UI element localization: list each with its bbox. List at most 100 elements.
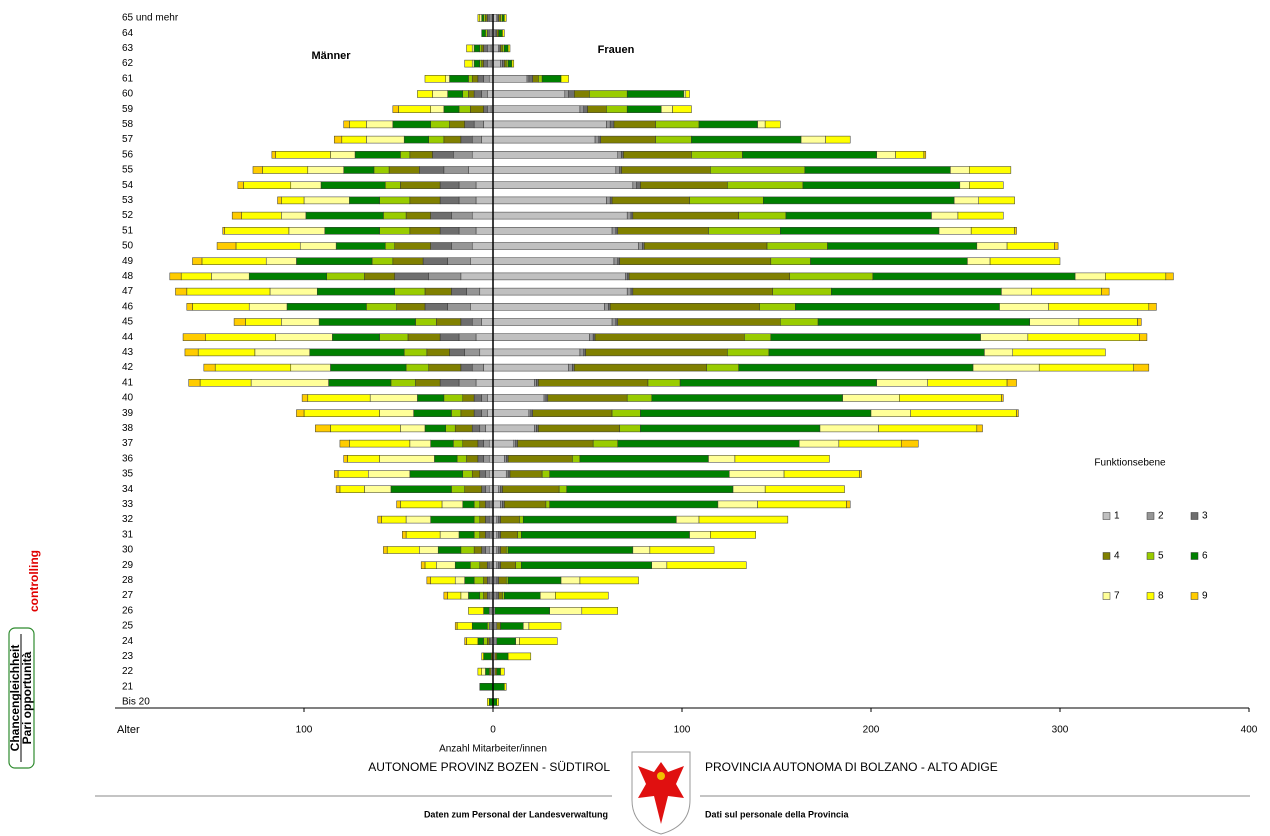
bar-segment	[838, 439, 902, 448]
bar-segment	[496, 637, 516, 645]
bar-segment	[1006, 242, 1055, 250]
bar-segment	[432, 90, 448, 98]
bar-segment	[483, 14, 486, 22]
bar-segment	[197, 348, 256, 357]
bar-segment	[742, 151, 877, 159]
bar-segment	[536, 379, 539, 387]
bar-segment	[859, 470, 862, 478]
bar-segment	[498, 485, 501, 493]
bar-segment	[492, 470, 507, 478]
bar-segment	[504, 59, 507, 68]
bar-segment	[471, 151, 494, 159]
bar-segment	[205, 333, 276, 341]
bar-segment	[379, 455, 435, 463]
bar-segment	[288, 227, 326, 235]
bar-segment	[460, 409, 475, 417]
y-tick-label: 29	[122, 560, 134, 571]
bar-segment	[462, 470, 473, 478]
bar-segment	[477, 439, 484, 448]
bar-segment	[400, 181, 441, 189]
bar-segment	[870, 409, 911, 417]
bar-segment	[488, 29, 492, 37]
bar-segment	[738, 211, 787, 220]
bar-segment	[460, 135, 473, 144]
bar-segment	[483, 59, 488, 68]
bar-segment	[487, 409, 494, 417]
bar-segment	[470, 257, 494, 265]
bar-segment	[290, 363, 331, 372]
bar-segment	[729, 470, 785, 478]
bar-segment	[405, 211, 431, 220]
bar-segment	[475, 333, 494, 341]
bar-segment	[481, 90, 488, 98]
bar-segment	[496, 531, 499, 539]
bar-segment	[424, 75, 446, 83]
bar-segment	[623, 151, 692, 159]
bar-segment	[689, 531, 711, 539]
y-tick-label: 58	[122, 119, 134, 130]
bar-segment	[424, 424, 446, 433]
bar-segment	[460, 363, 473, 372]
y-tick-label: Bis 20	[122, 697, 150, 708]
bar-segment	[409, 151, 433, 159]
bar-segment	[479, 14, 482, 22]
bar-segment	[184, 348, 199, 357]
bar-segment	[640, 409, 872, 417]
bar-segment	[766, 242, 828, 250]
bar-segment	[400, 500, 443, 509]
footer-subtext: Daten zum Personal der Landesverwaltung	[424, 809, 608, 819]
legend-label: 5	[1158, 551, 1164, 562]
bar-segment	[615, 227, 618, 235]
bar-segment	[519, 637, 558, 645]
bar-segment	[458, 181, 477, 189]
bar-segment	[502, 500, 505, 509]
bar-segment	[810, 257, 968, 265]
bar-segment	[415, 379, 441, 387]
bar-segment	[676, 515, 700, 524]
bar-segment	[485, 470, 490, 478]
y-axis-label: Alter	[117, 724, 140, 736]
bar-segment	[500, 622, 524, 630]
bar-segment	[900, 439, 919, 448]
bar-segment	[483, 44, 488, 53]
bar-segment	[477, 14, 481, 22]
bar-segment	[216, 242, 237, 250]
bar-segment	[419, 166, 445, 174]
x-tick-label: 200	[863, 725, 880, 736]
bar-segment	[483, 75, 490, 83]
bar-segment	[606, 120, 611, 129]
bar-segment	[630, 211, 634, 220]
bar-segment	[500, 546, 507, 554]
bar-segment	[373, 166, 390, 174]
bar-segment	[972, 363, 1040, 372]
bar-segment	[492, 439, 515, 448]
sidebar-title: controlling	[27, 550, 41, 612]
bar-segment	[462, 439, 479, 448]
bar-segment	[492, 75, 528, 83]
bar-segment	[437, 546, 462, 554]
bar-segment	[487, 698, 490, 706]
bar-segment	[330, 363, 407, 372]
bar-segment	[275, 151, 331, 159]
bar-segment	[390, 485, 452, 493]
bar-segment	[507, 455, 573, 463]
bar-segment	[250, 379, 329, 387]
bar-segment	[237, 181, 244, 189]
bar-segment	[583, 348, 586, 357]
bar-segment	[515, 637, 520, 645]
bar-segment	[487, 44, 492, 53]
bar-segment	[494, 652, 498, 661]
bar-segment	[515, 439, 518, 448]
bar-segment	[953, 196, 979, 205]
legend-swatch	[1102, 512, 1111, 520]
bar-segment	[483, 363, 494, 372]
bar-segment	[738, 363, 974, 372]
bar-segment	[547, 394, 628, 402]
bar-segment	[428, 272, 462, 281]
y-tick-label: 22	[122, 666, 134, 677]
bar-segment	[566, 485, 734, 493]
bar-segment	[528, 409, 532, 417]
bar-segment	[392, 105, 399, 113]
bar-segment	[445, 75, 450, 83]
bar-segment	[617, 227, 709, 235]
